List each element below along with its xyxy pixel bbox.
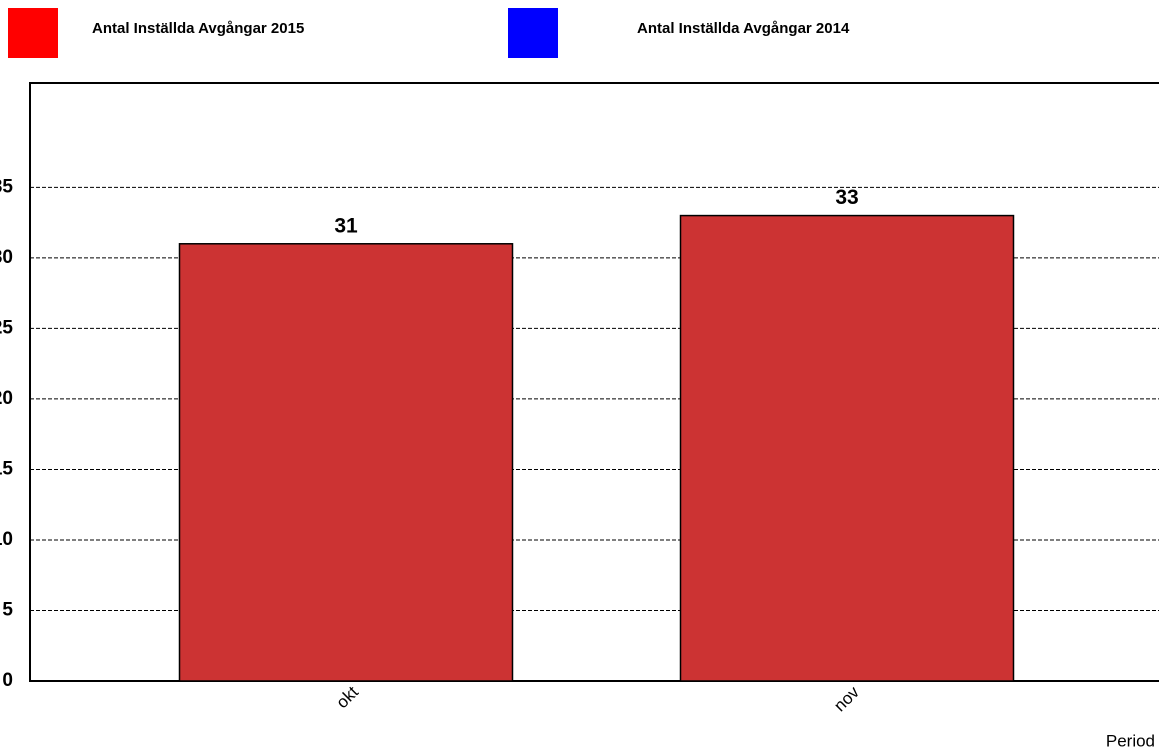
x-tick-label: nov — [830, 682, 863, 715]
y-tick-label: 25 — [0, 317, 13, 338]
bar — [178, 243, 514, 682]
y-tick-label: 20 — [0, 388, 13, 409]
legend-label: Antal Inställda Avgångar 2015 — [92, 20, 304, 37]
value-label: 33 — [835, 186, 858, 209]
y-tick-label: 30 — [0, 247, 13, 268]
y-tick-label: 35 — [0, 176, 13, 197]
x-tick-label: okt — [333, 682, 363, 712]
y-tick-label: 15 — [0, 458, 13, 479]
legend-swatch — [8, 8, 58, 58]
bar — [679, 214, 1015, 682]
legend-label: Antal Inställda Avgångar 2014 — [637, 20, 850, 37]
y-tick-label: 10 — [0, 529, 13, 550]
y-tick-label: 5 — [2, 599, 13, 620]
y-tick-label: 0 — [2, 670, 13, 691]
legend-swatch — [508, 8, 558, 58]
x-axis-title: Period — [1106, 731, 1155, 750]
value-label: 31 — [334, 214, 358, 237]
plot-frame — [29, 82, 1159, 682]
